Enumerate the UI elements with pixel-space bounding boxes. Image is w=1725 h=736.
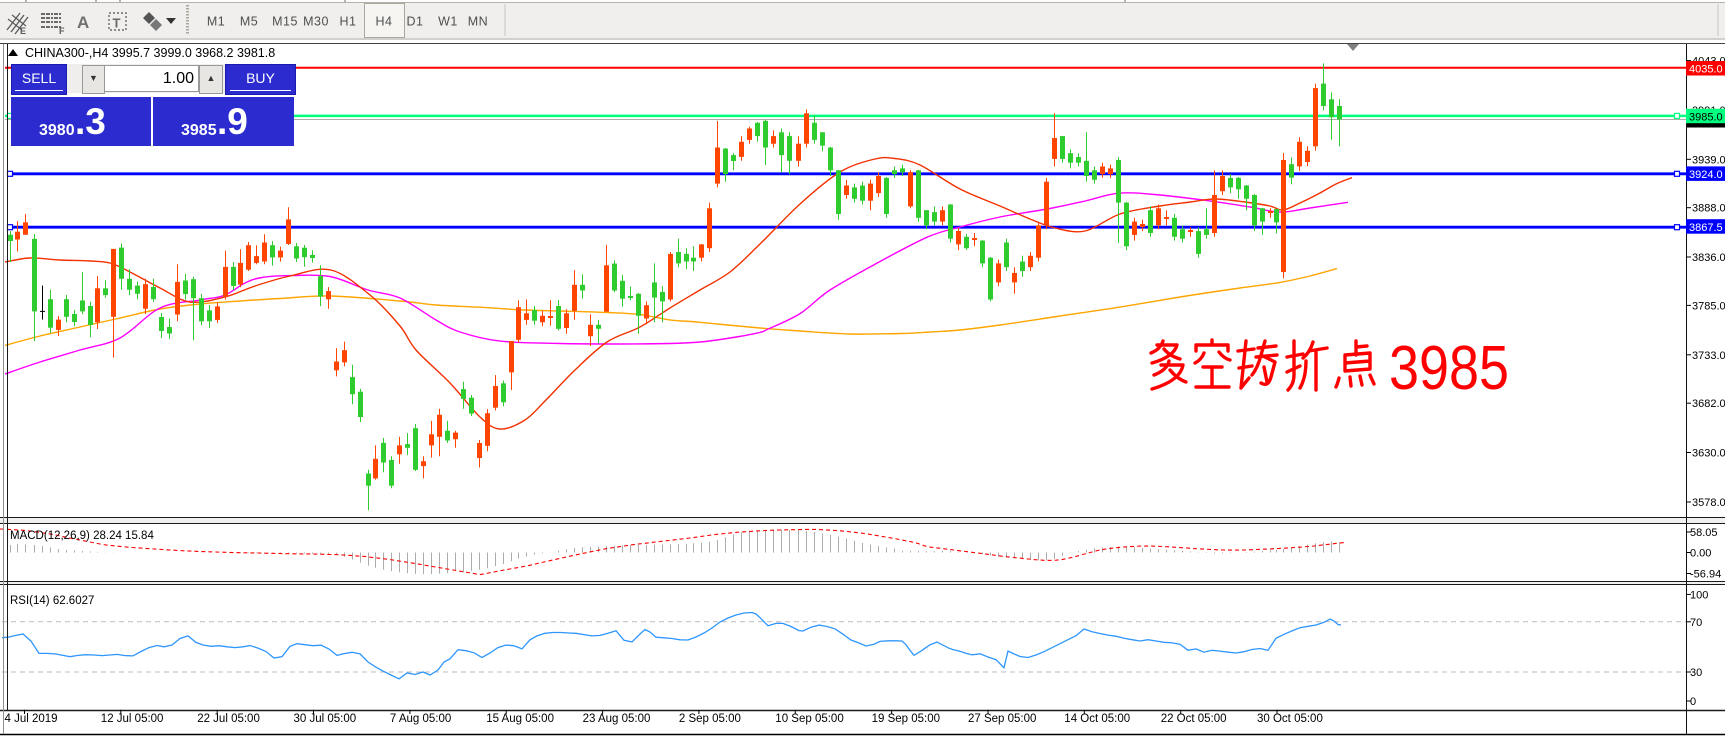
- svg-text:3867.5: 3867.5: [1689, 222, 1723, 234]
- svg-text:3733.0: 3733.0: [1692, 350, 1725, 362]
- svg-text:D1: D1: [407, 15, 424, 29]
- svg-text:2 Sep 05:00: 2 Sep 05:00: [679, 713, 741, 725]
- svg-text:3985: 3985: [1389, 334, 1509, 403]
- svg-text:3578.0: 3578.0: [1692, 497, 1725, 509]
- svg-text:3785.0: 3785.0: [1692, 300, 1725, 312]
- svg-text:12 Jul 05:00: 12 Jul 05:00: [101, 713, 164, 725]
- svg-text:3888.0: 3888.0: [1692, 203, 1725, 215]
- svg-text:A: A: [77, 13, 89, 32]
- svg-text:70: 70: [1690, 617, 1702, 629]
- svg-text:T: T: [113, 16, 121, 31]
- svg-text:58.05: 58.05: [1690, 527, 1718, 539]
- svg-text:M5: M5: [240, 15, 258, 29]
- svg-text:3985.0: 3985.0: [1689, 111, 1723, 123]
- svg-text:0: 0: [1690, 696, 1696, 708]
- svg-text:3630.0: 3630.0: [1692, 448, 1725, 460]
- svg-text:H4: H4: [376, 15, 393, 29]
- svg-text:MACD(12,26,9) 28.24 15.84: MACD(12,26,9) 28.24 15.84: [10, 530, 154, 542]
- svg-text:3939.0: 3939.0: [1692, 154, 1725, 166]
- svg-text:4 Jul 2019: 4 Jul 2019: [5, 713, 58, 725]
- svg-text:-56.94: -56.94: [1690, 569, 1721, 581]
- svg-text:0.00: 0.00: [1690, 548, 1711, 560]
- svg-text:E: E: [20, 26, 26, 36]
- svg-text:3924.0: 3924.0: [1689, 169, 1723, 181]
- svg-text:RSI(14) 62.6027: RSI(14) 62.6027: [10, 595, 94, 607]
- svg-text:22 Oct 05:00: 22 Oct 05:00: [1161, 713, 1227, 725]
- svg-text:M15: M15: [272, 15, 298, 29]
- svg-text:27 Sep 05:00: 27 Sep 05:00: [968, 713, 1036, 725]
- svg-text:CHINA300-,H4 3995.7 3999.0 39: CHINA300-,H4 3995.7 3999.0 3968.2 3981.8: [25, 46, 275, 60]
- svg-text:10 Sep 05:00: 10 Sep 05:00: [775, 713, 843, 725]
- svg-text:19 Sep 05:00: 19 Sep 05:00: [872, 713, 940, 725]
- svg-text:M30: M30: [303, 15, 329, 29]
- svg-text:30 Oct 05:00: 30 Oct 05:00: [1257, 713, 1323, 725]
- svg-text:MN: MN: [468, 15, 488, 29]
- svg-text:15 Aug 05:00: 15 Aug 05:00: [486, 713, 554, 725]
- svg-text:W1: W1: [438, 15, 458, 29]
- svg-text:14 Oct 05:00: 14 Oct 05:00: [1064, 713, 1130, 725]
- svg-text:22 Jul 05:00: 22 Jul 05:00: [197, 713, 260, 725]
- svg-text:4035.0: 4035.0: [1689, 64, 1723, 76]
- svg-text:30 Jul 05:00: 30 Jul 05:00: [294, 713, 357, 725]
- svg-text:100: 100: [1690, 589, 1708, 601]
- svg-text:3836.0: 3836.0: [1692, 252, 1725, 264]
- svg-text:F: F: [59, 26, 65, 36]
- svg-text:3682.0: 3682.0: [1692, 398, 1725, 410]
- svg-text:H1: H1: [340, 15, 357, 29]
- svg-text:23 Aug 05:00: 23 Aug 05:00: [583, 713, 651, 725]
- svg-text:M1: M1: [207, 15, 225, 29]
- svg-text:30: 30: [1690, 667, 1702, 679]
- svg-text:7 Aug 05:00: 7 Aug 05:00: [390, 713, 451, 725]
